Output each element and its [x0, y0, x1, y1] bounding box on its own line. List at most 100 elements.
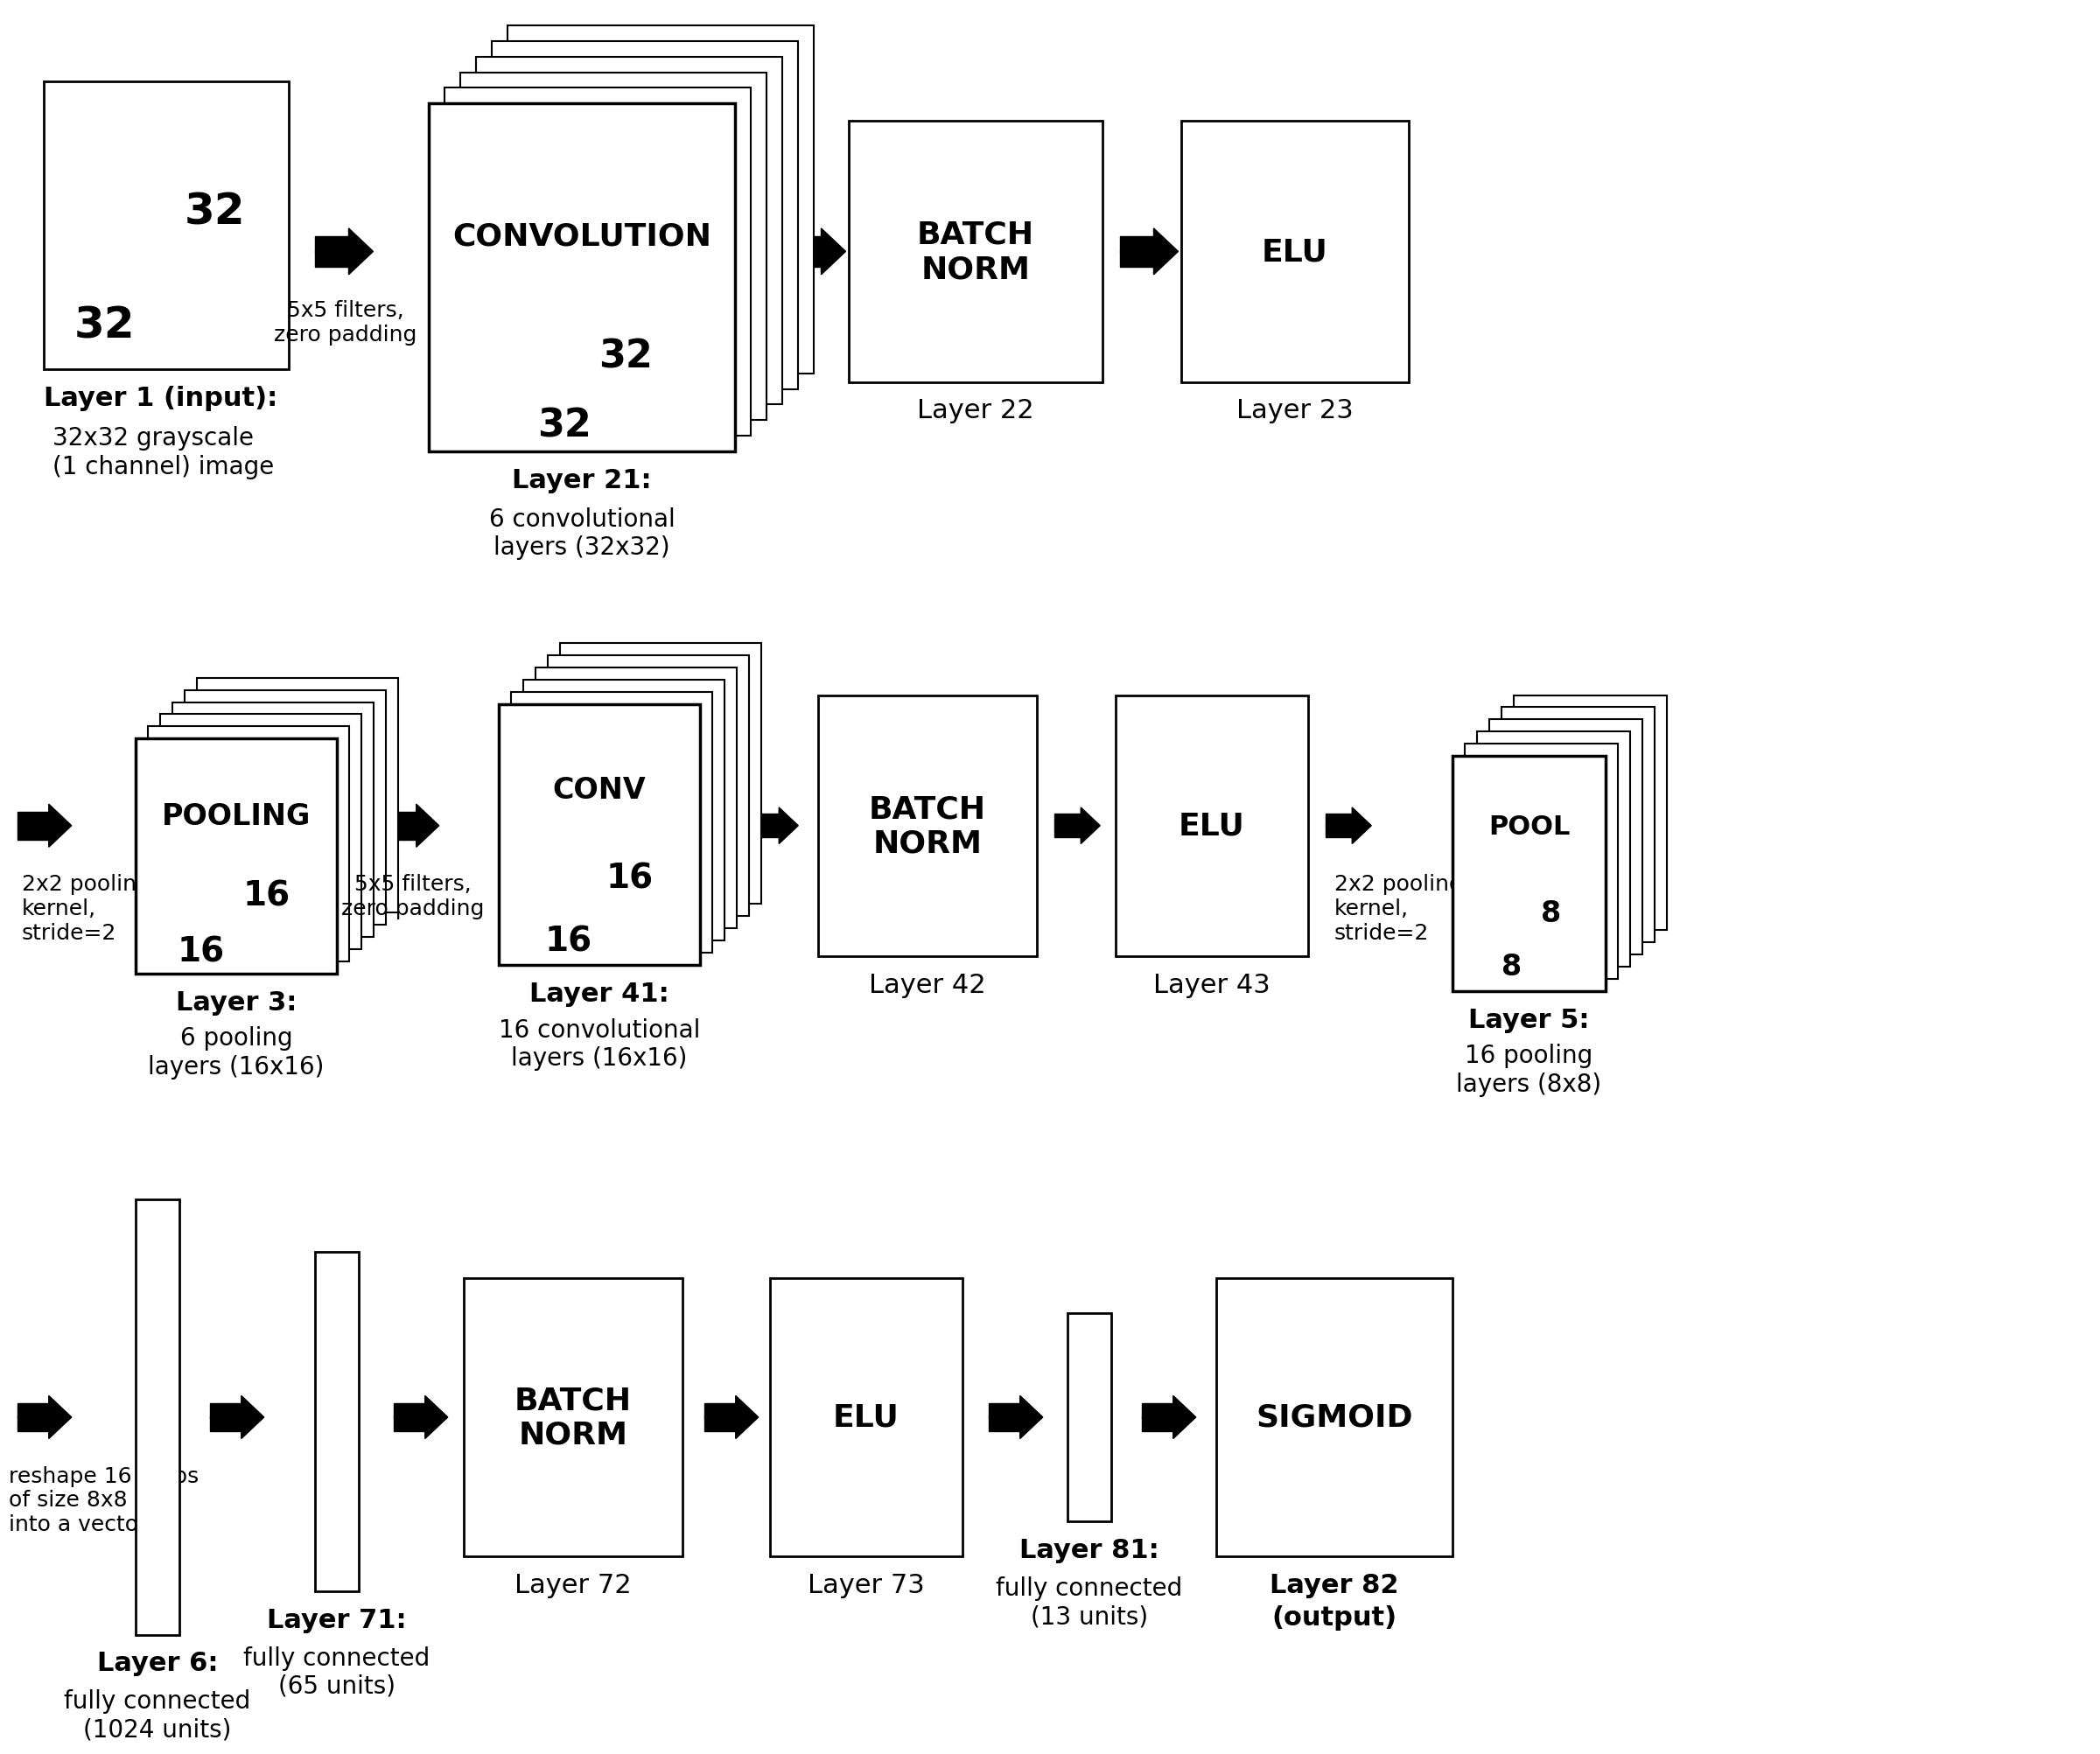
- Text: Layer 3:: Layer 3:: [176, 989, 296, 1016]
- Bar: [523, 681, 724, 940]
- Text: ELU: ELU: [1178, 810, 1245, 840]
- Text: 8: 8: [1502, 952, 1522, 980]
- Bar: [136, 738, 336, 973]
- Text: Layer 42: Layer 42: [869, 972, 987, 998]
- Text: 5x5 filters,
zero padding: 5x5 filters, zero padding: [342, 873, 485, 919]
- Polygon shape: [788, 251, 821, 267]
- Polygon shape: [788, 237, 821, 253]
- Bar: [1489, 719, 1642, 954]
- Bar: [464, 1279, 682, 1556]
- Polygon shape: [704, 1417, 735, 1431]
- Text: BATCH
NORM: BATCH NORM: [514, 1386, 632, 1449]
- Text: 2x2 pooling
kernel,
stride=2: 2x2 pooling kernel, stride=2: [1334, 873, 1464, 944]
- Polygon shape: [395, 1417, 424, 1431]
- Bar: [500, 705, 699, 965]
- Bar: [1466, 744, 1617, 979]
- Polygon shape: [1119, 251, 1153, 267]
- Bar: [197, 679, 399, 914]
- Polygon shape: [821, 230, 846, 275]
- Text: ELU: ELU: [834, 1403, 899, 1433]
- Polygon shape: [1054, 814, 1082, 826]
- Text: 32x32 grayscale
(1 channel) image: 32x32 grayscale (1 channel) image: [52, 426, 275, 479]
- Polygon shape: [17, 1417, 48, 1431]
- Bar: [848, 121, 1102, 382]
- Text: SIGMOID: SIGMOID: [1256, 1403, 1413, 1433]
- Text: Layer 73: Layer 73: [808, 1572, 924, 1598]
- Bar: [44, 82, 290, 370]
- Bar: [1180, 121, 1409, 382]
- Text: Layer 6:: Layer 6:: [97, 1651, 218, 1675]
- Bar: [185, 691, 386, 924]
- Text: CONV: CONV: [552, 775, 647, 805]
- Text: Layer 72: Layer 72: [514, 1572, 632, 1598]
- Polygon shape: [424, 1396, 447, 1438]
- Polygon shape: [989, 1417, 1021, 1431]
- Polygon shape: [315, 237, 349, 253]
- Polygon shape: [1142, 1403, 1174, 1417]
- Text: 16: 16: [179, 935, 225, 968]
- Bar: [536, 668, 737, 928]
- Text: fully connected
(65 units): fully connected (65 units): [244, 1645, 430, 1698]
- Polygon shape: [48, 805, 71, 847]
- Polygon shape: [779, 809, 798, 844]
- Polygon shape: [384, 812, 416, 826]
- Text: Layer 5:: Layer 5:: [1468, 1007, 1590, 1033]
- Text: 6 pooling
layers (16x16): 6 pooling layers (16x16): [149, 1026, 323, 1079]
- Text: 5x5 filters,
zero padding: 5x5 filters, zero padding: [275, 300, 418, 346]
- Polygon shape: [48, 1396, 71, 1438]
- Text: Layer 43: Layer 43: [1153, 972, 1270, 998]
- Bar: [445, 89, 752, 437]
- Bar: [172, 703, 374, 937]
- Polygon shape: [989, 1403, 1021, 1417]
- Text: 16 pooling
layers (8x8): 16 pooling layers (8x8): [1457, 1044, 1602, 1096]
- Bar: [1453, 756, 1606, 991]
- Bar: [491, 42, 798, 389]
- Text: 16: 16: [607, 861, 653, 895]
- Text: 16: 16: [244, 879, 290, 912]
- Polygon shape: [1082, 809, 1100, 844]
- Polygon shape: [1142, 1417, 1174, 1431]
- Text: 32: 32: [538, 407, 592, 446]
- Polygon shape: [735, 1396, 758, 1438]
- Bar: [136, 1200, 178, 1635]
- Text: ELU: ELU: [1262, 237, 1327, 267]
- Bar: [771, 1279, 962, 1556]
- Text: Layer 41:: Layer 41:: [529, 980, 670, 1007]
- Text: 8: 8: [1541, 898, 1560, 928]
- Text: POOL: POOL: [1489, 814, 1571, 840]
- Bar: [1476, 731, 1630, 966]
- Bar: [510, 693, 712, 952]
- Text: 2x2 pooling
kernel,
stride=2: 2x2 pooling kernel, stride=2: [21, 873, 151, 944]
- Bar: [1216, 1279, 1453, 1556]
- Polygon shape: [384, 826, 416, 840]
- Bar: [1067, 1314, 1111, 1522]
- Text: POOLING: POOLING: [162, 802, 311, 831]
- Polygon shape: [242, 1396, 265, 1438]
- Bar: [428, 103, 735, 453]
- Bar: [160, 714, 361, 949]
- Text: Layer 82: Layer 82: [1270, 1572, 1399, 1598]
- Bar: [147, 726, 349, 961]
- Text: 6 convolutional
layers (32x32): 6 convolutional layers (32x32): [489, 507, 674, 560]
- Text: 32: 32: [598, 339, 653, 375]
- Text: Layer 21:: Layer 21:: [512, 468, 651, 493]
- Text: fully connected
(1024 units): fully connected (1024 units): [65, 1689, 250, 1742]
- Polygon shape: [210, 1403, 242, 1417]
- Text: Layer 22: Layer 22: [918, 398, 1033, 424]
- Text: Layer 1 (input):: Layer 1 (input):: [44, 386, 277, 410]
- Polygon shape: [395, 1403, 424, 1417]
- Polygon shape: [704, 1403, 735, 1417]
- Polygon shape: [416, 805, 439, 847]
- Bar: [1502, 709, 1655, 942]
- Bar: [460, 74, 766, 421]
- Polygon shape: [1119, 237, 1153, 253]
- Polygon shape: [1054, 826, 1082, 838]
- Bar: [315, 1252, 359, 1591]
- Polygon shape: [1153, 230, 1178, 275]
- Text: BATCH
NORM: BATCH NORM: [918, 219, 1035, 284]
- Polygon shape: [315, 251, 349, 267]
- Polygon shape: [1325, 814, 1352, 826]
- Bar: [1514, 696, 1667, 930]
- Polygon shape: [210, 1417, 242, 1431]
- Polygon shape: [1021, 1396, 1044, 1438]
